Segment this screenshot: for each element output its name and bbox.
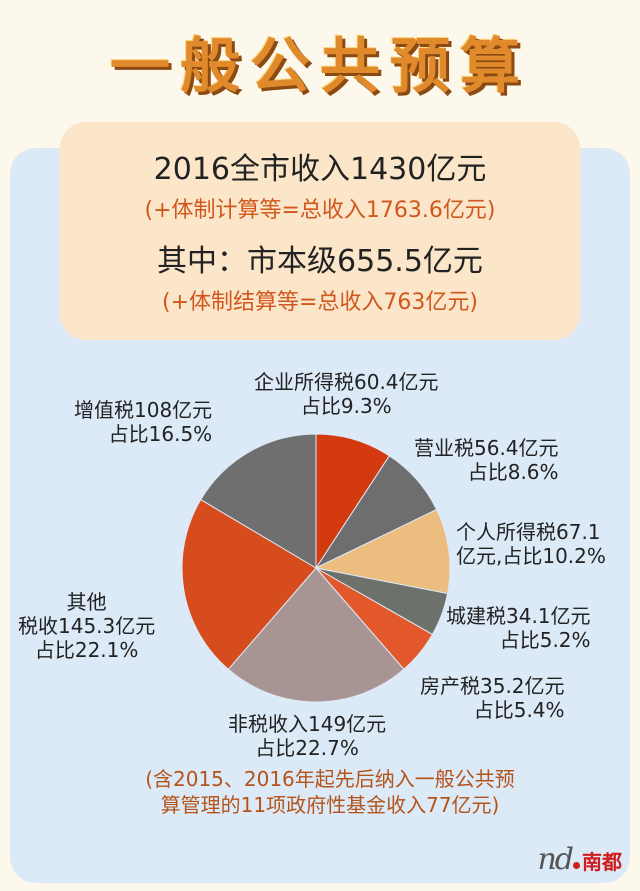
pie-slice-7: [200, 433, 317, 569]
summary-box: 2016全市收入1430亿元 (+体制计算等=总收入1763.6亿元) 其中：市…: [60, 122, 580, 340]
pie-slice-2: [314, 508, 451, 595]
label-vat: 增值税108亿元 占比16.5%: [74, 398, 213, 446]
logo-text: 南都: [582, 850, 622, 874]
logo-mark: nd: [537, 842, 574, 877]
label-business-tax: 营业税56.4亿元 占比8.6%: [414, 436, 559, 484]
summary-city-note: (+体制结算等=总收入763亿元): [161, 290, 479, 315]
label-non-tax-revenue: 非税收入149亿元 占比22.7%: [228, 712, 387, 760]
label-property-tax: 房产税35.2亿元 占比5.4%: [420, 674, 565, 722]
label-corporate-tax: 企业所得税60.4亿元 占比9.3%: [254, 370, 439, 418]
nandu-logo: nd 南都: [537, 842, 622, 877]
logo-dot-icon: [573, 862, 580, 869]
label-personal-income-tax: 个人所得税67.1 亿元,占比10.2%: [456, 520, 606, 568]
footnote: (含2015、2016年起先后纳入一般公共预 算管理的11项政府性基金收入77亿…: [145, 767, 515, 817]
label-other-tax: 其他 税收145.3亿元 占比22.1%: [18, 590, 156, 662]
page-title: 一般公共预算: [110, 32, 530, 102]
summary-city-level: 其中：市本级655.5亿元: [157, 244, 483, 279]
pie-slice-5: [227, 567, 405, 703]
pie-slice-6: [181, 498, 317, 671]
summary-total-note: (+体制计算等=总收入1763.6亿元): [144, 198, 496, 223]
label-urban-construction-tax: 城建税34.1亿元 占比5.2%: [446, 604, 591, 652]
pie-slice-0: [315, 433, 391, 570]
summary-total: 2016全市收入1430亿元: [153, 152, 487, 187]
